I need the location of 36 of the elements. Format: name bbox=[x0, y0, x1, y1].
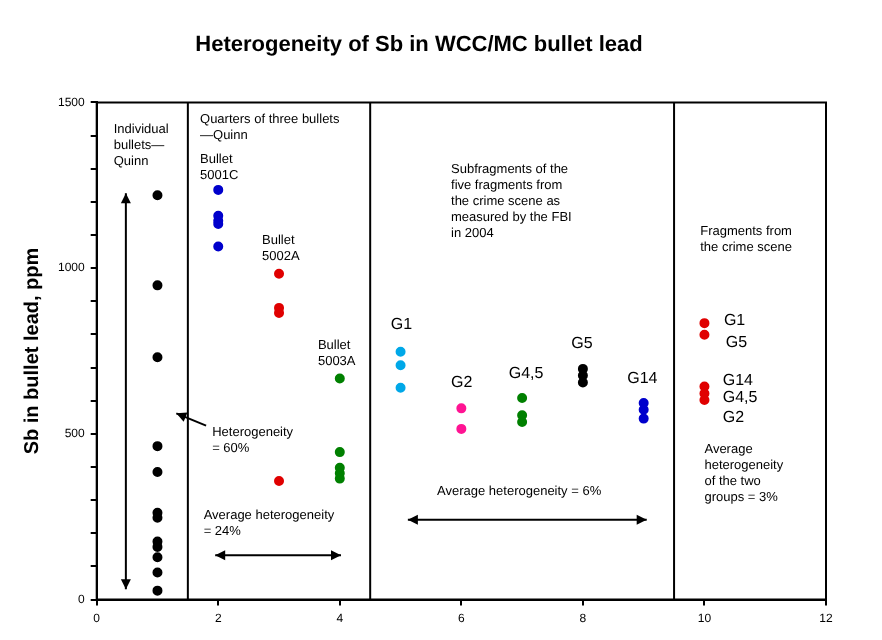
point bbox=[699, 395, 710, 406]
point bbox=[456, 423, 467, 434]
point bbox=[334, 447, 345, 458]
point bbox=[152, 441, 163, 452]
annotation: G1 bbox=[390, 314, 414, 333]
point bbox=[395, 346, 406, 357]
point bbox=[152, 280, 163, 291]
point bbox=[517, 393, 528, 404]
point bbox=[152, 585, 163, 596]
point bbox=[213, 241, 224, 252]
point bbox=[274, 268, 285, 279]
point bbox=[274, 475, 285, 486]
point bbox=[152, 190, 163, 201]
annotation: G4,5 bbox=[508, 364, 545, 383]
annotation: G2 bbox=[722, 408, 746, 427]
point bbox=[395, 360, 406, 371]
annotation: G14 bbox=[722, 370, 755, 389]
point bbox=[699, 318, 710, 329]
annotation: G5 bbox=[571, 333, 594, 352]
point bbox=[152, 352, 163, 363]
point bbox=[213, 184, 224, 195]
annotation: G4,5 bbox=[722, 387, 759, 406]
point bbox=[152, 466, 163, 477]
point bbox=[152, 552, 163, 563]
point bbox=[699, 329, 710, 340]
annotation: G5 bbox=[725, 332, 749, 351]
point bbox=[638, 413, 649, 424]
point bbox=[395, 382, 406, 393]
chart-title: Heterogeneity of Sb in WCC/MC bullet lead bbox=[195, 33, 643, 58]
annotation: G14 bbox=[627, 369, 659, 388]
annotation: G1 bbox=[723, 311, 747, 330]
point bbox=[152, 567, 163, 578]
y-axis-title: Sb in bullet lead, ppm bbox=[21, 247, 44, 455]
point bbox=[334, 373, 345, 384]
annotation: G2 bbox=[451, 372, 474, 391]
point bbox=[456, 403, 467, 414]
